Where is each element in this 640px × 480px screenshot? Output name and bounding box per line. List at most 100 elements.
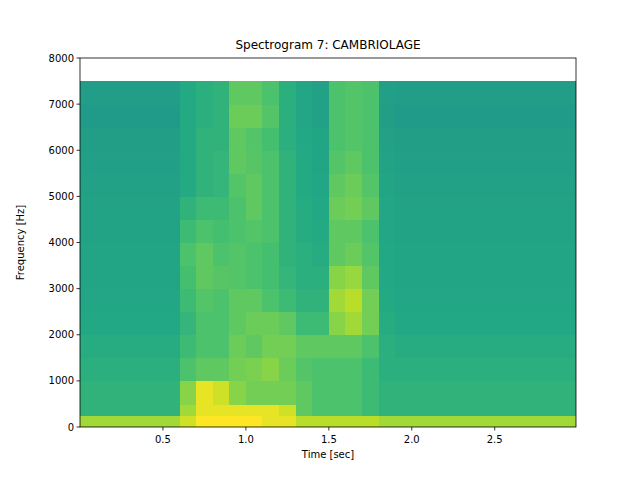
- cell: [362, 415, 379, 427]
- cell: [296, 173, 313, 197]
- cell: [528, 127, 545, 151]
- cell: [528, 104, 545, 128]
- cell: [544, 150, 561, 174]
- cell: [196, 127, 213, 151]
- cell: [213, 104, 230, 128]
- cell: [213, 289, 230, 313]
- cell: [495, 415, 512, 427]
- cell: [495, 243, 512, 267]
- cell: [213, 404, 230, 416]
- cell: [478, 150, 495, 174]
- cell: [428, 219, 445, 243]
- cell: [196, 266, 213, 290]
- cell: [379, 150, 396, 174]
- cell: [229, 196, 246, 220]
- cell: [80, 312, 97, 336]
- cell: [130, 312, 147, 336]
- cell: [229, 335, 246, 359]
- cell: [544, 81, 561, 105]
- cell: [561, 289, 576, 313]
- cell: [412, 104, 429, 128]
- x-axis-label: Time [sec]: [301, 449, 354, 460]
- cell: [213, 381, 230, 405]
- cell: [395, 358, 412, 382]
- cell: [379, 266, 396, 290]
- cell: [445, 289, 462, 313]
- cell: [80, 415, 97, 427]
- cell: [180, 266, 197, 290]
- cell: [412, 335, 429, 359]
- cell: [329, 381, 346, 405]
- cell: [97, 266, 114, 290]
- cell: [262, 243, 279, 267]
- cell: [379, 312, 396, 336]
- cell: [528, 358, 545, 382]
- cell: [246, 173, 263, 197]
- cell: [296, 358, 313, 382]
- y-axis-label: Frequency [Hz]: [15, 205, 26, 281]
- cell: [113, 196, 130, 220]
- cell: [146, 150, 163, 174]
- cell: [246, 150, 263, 174]
- cell: [561, 127, 576, 151]
- y-tick-label: 8000: [49, 53, 74, 64]
- cell: [312, 266, 329, 290]
- cell: [312, 312, 329, 336]
- cell: [196, 219, 213, 243]
- cell: [379, 219, 396, 243]
- cell: [279, 104, 296, 128]
- cell: [379, 127, 396, 151]
- cell: [113, 173, 130, 197]
- cell: [428, 196, 445, 220]
- cell: [180, 312, 197, 336]
- cell: [445, 358, 462, 382]
- cell: [130, 335, 147, 359]
- cell: [146, 81, 163, 105]
- cell: [246, 335, 263, 359]
- cell: [163, 219, 180, 243]
- cell: [229, 289, 246, 313]
- cell: [478, 266, 495, 290]
- cell: [544, 104, 561, 128]
- cell: [428, 381, 445, 405]
- cell: [478, 358, 495, 382]
- cell: [428, 289, 445, 313]
- cell: [445, 173, 462, 197]
- cell: [428, 243, 445, 267]
- cell: [478, 312, 495, 336]
- cell: [246, 289, 263, 313]
- cell: [495, 404, 512, 416]
- cell: [146, 358, 163, 382]
- cell: [229, 358, 246, 382]
- cell: [544, 335, 561, 359]
- cell: [196, 358, 213, 382]
- cell: [180, 335, 197, 359]
- y-tick: [77, 58, 81, 59]
- cell: [296, 335, 313, 359]
- cell: [511, 312, 528, 336]
- cell: [445, 243, 462, 267]
- y-tick: [77, 150, 81, 151]
- cell: [229, 266, 246, 290]
- cell: [462, 358, 479, 382]
- cell: [329, 415, 346, 427]
- cell: [113, 335, 130, 359]
- cell: [395, 415, 412, 427]
- cell: [312, 289, 329, 313]
- cell: [180, 150, 197, 174]
- cell: [362, 150, 379, 174]
- cell: [412, 358, 429, 382]
- cell: [312, 415, 329, 427]
- cell: [180, 196, 197, 220]
- cell: [213, 173, 230, 197]
- cell: [511, 335, 528, 359]
- cell: [262, 415, 279, 427]
- cell: [296, 127, 313, 151]
- cell: [312, 173, 329, 197]
- x-tick: [328, 427, 329, 431]
- y-tick-label: 3000: [49, 283, 74, 294]
- cell: [362, 312, 379, 336]
- x-tick-label: 1.5: [321, 434, 337, 445]
- cell: [262, 358, 279, 382]
- cell: [262, 173, 279, 197]
